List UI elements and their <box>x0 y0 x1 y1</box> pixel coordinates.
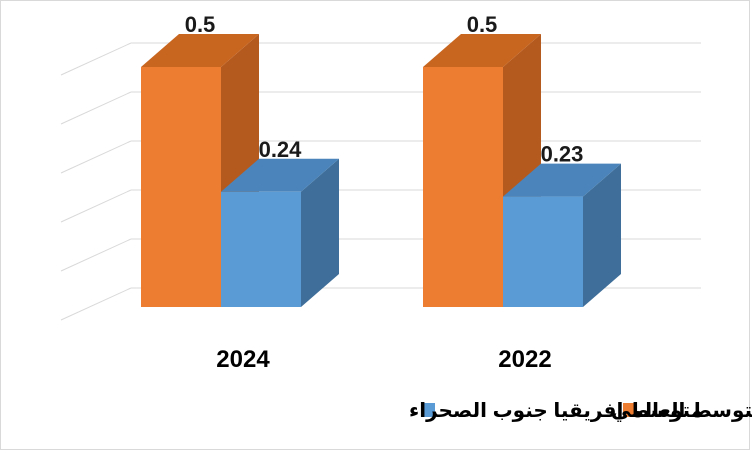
bar-top <box>141 34 259 67</box>
bar <box>503 163 621 307</box>
bar-top <box>423 34 541 67</box>
legend-swatch <box>421 403 435 417</box>
legend-swatch <box>623 403 637 417</box>
bar-front <box>503 196 583 307</box>
gridline-diagonal <box>60 189 132 223</box>
data-label: 0.23 <box>541 142 584 167</box>
data-label: 0.5 <box>185 12 216 37</box>
bar-side <box>583 163 621 307</box>
bar-top <box>503 163 621 197</box>
gridline-diagonal <box>60 287 132 321</box>
category-label: 2024 <box>216 346 270 373</box>
data-label: 0.24 <box>259 137 303 162</box>
gridline-diagonal <box>60 238 132 272</box>
bar-front <box>423 67 503 307</box>
category-label: 2022 <box>498 346 551 373</box>
data-labels: 0.5 0.24 0.5 0.23 <box>185 12 584 167</box>
bar <box>221 158 339 307</box>
legend-label: متوسط افريقيا جنوب الصحراء <box>409 400 703 422</box>
gridline-diagonal <box>60 42 132 76</box>
gridline-diagonal <box>60 140 132 174</box>
gridline-diagonal <box>60 91 132 125</box>
bars <box>141 34 621 307</box>
bar-front <box>221 191 301 307</box>
bar-side <box>301 158 339 307</box>
bar-front <box>141 67 221 307</box>
legend-label: المتوسط العالمي <box>611 400 752 423</box>
category-labels: 2024 2022 <box>216 346 551 373</box>
bar-top <box>221 158 339 192</box>
data-label: 0.5 <box>467 12 498 37</box>
